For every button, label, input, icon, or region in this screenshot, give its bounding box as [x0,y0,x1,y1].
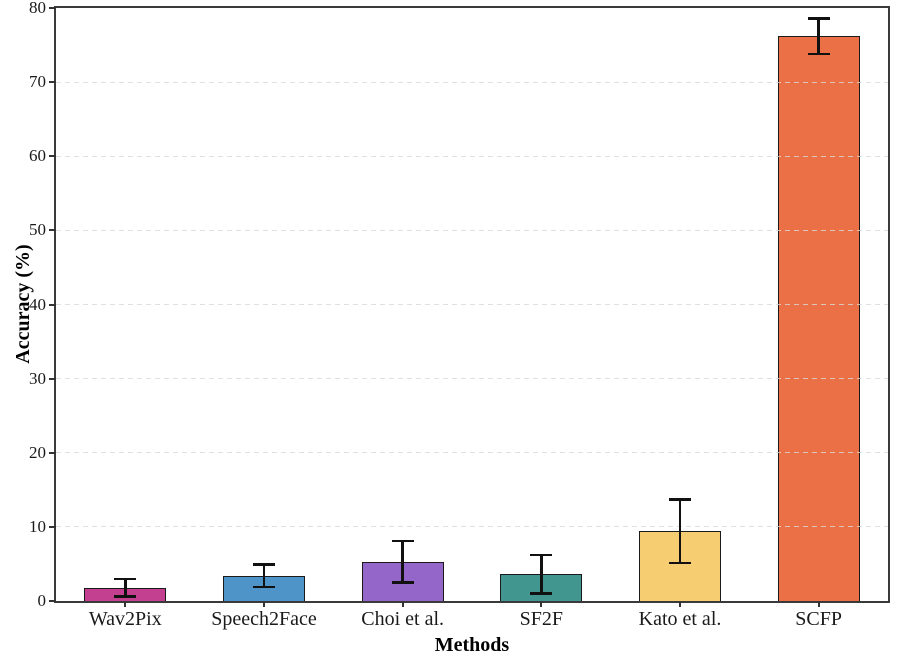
error-cap-top-kato-et-al [669,498,691,501]
x-tick-mark-wav2pix [124,601,127,607]
x-tick-label-speech2face: Speech2Face [211,608,317,630]
error-bar-choi-et-al [401,540,404,583]
x-tick-label-wav2pix: Wav2Pix [88,608,162,630]
error-cap-top-speech2face [253,563,275,566]
x-tick-mark-choi-et-al [401,601,404,607]
error-cap-top-sf2f [530,553,553,557]
error-cap-bottom-wav2pix [114,595,137,598]
y-tick-mark-40 [49,303,56,306]
error-cap-bottom-kato-et-al [669,561,691,565]
error-bar-speech2face [262,564,266,587]
y-tick-label-20: 20 [29,442,46,462]
error-cap-bottom-speech2face [253,585,275,589]
gridline-30 [56,378,888,380]
gridline-10 [56,526,888,528]
error-bar-sf2f [540,555,543,594]
x-tick-mark-sf2f [540,601,543,607]
y-tick-mark-80 [49,7,56,9]
y-tick-mark-50 [49,229,56,232]
y-tick-label-30: 30 [29,368,46,388]
error-cap-bottom-sf2f [530,592,553,595]
y-tick-label-60: 60 [29,146,46,166]
error-cap-bottom-scfp [807,52,830,56]
error-bar-kato-et-al [678,499,682,564]
error-cap-top-scfp [807,17,830,20]
y-tick-mark-70 [49,81,56,84]
y-tick-mark-60 [49,155,56,158]
gridline-60 [56,155,888,157]
y-tick-label-10: 10 [29,516,46,536]
x-tick-mark-kato-et-al [679,601,681,607]
y-tick-label-0: 0 [37,591,47,610]
x-tick-label-sf2f: SF2F [519,608,564,630]
error-bar-wav2pix [124,578,127,597]
error-bar-scfp [817,18,820,54]
x-tick-mark-scfp [817,601,820,607]
x-tick-label-kato-et-al: Kato et al. [638,608,722,630]
y-tick-label-70: 70 [29,72,46,92]
gridline-50 [56,229,888,231]
gridline-70 [56,81,888,83]
x-tick-label-choi-et-al: Choi et al. [361,608,445,630]
error-cap-bottom-choi-et-al [391,581,414,584]
x-tick-label-scfp: SCFP [795,608,843,630]
y-tick-mark-30 [49,377,56,380]
gridline-20 [56,452,888,454]
y-tick-label-50: 50 [29,220,46,240]
y-tick-mark-20 [49,451,56,454]
x-axis-title: Methods [434,634,510,656]
error-cap-top-choi-et-al [391,539,414,543]
error-cap-top-wav2pix [114,577,137,580]
x-tick-mark-speech2face [263,601,265,607]
bar-scfp [777,36,860,601]
y-tick-label-40: 40 [29,294,46,314]
gridline-40 [56,304,888,305]
y-tick-mark-10 [49,525,56,528]
plot-area [54,6,890,603]
y-tick-label-80: 80 [29,0,46,17]
y-tick-mark-0 [49,600,56,602]
